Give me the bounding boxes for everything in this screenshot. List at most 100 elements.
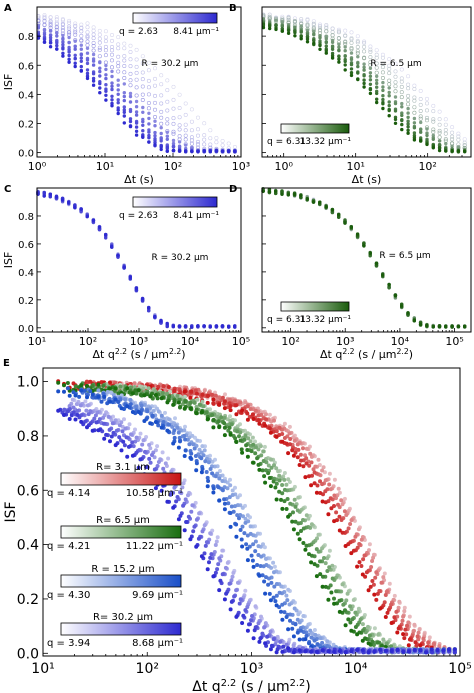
panel-e-point — [356, 606, 361, 611]
panel-e-point — [284, 482, 289, 487]
panel-e-point — [190, 503, 195, 508]
panel-b-point — [375, 74, 379, 79]
panel-b-point — [355, 38, 360, 43]
panel-e-point — [298, 626, 303, 630]
panel-a-point — [116, 42, 121, 47]
panel-b-point — [356, 61, 360, 66]
panel-b-point — [456, 145, 461, 149]
panel-a-point — [134, 129, 139, 133]
panel-e-point — [304, 543, 309, 548]
panel-e-point — [189, 451, 194, 456]
panel-a-point — [208, 136, 213, 141]
panel-b-point — [355, 51, 360, 56]
panel-e-point — [240, 450, 245, 455]
panel-a-point — [85, 51, 90, 55]
panel-e-point — [101, 383, 106, 388]
panel-e-point — [67, 404, 72, 408]
panel-e-point — [284, 642, 289, 647]
panel-e-point — [213, 390, 217, 395]
panel-b-point — [412, 116, 417, 121]
panel-a-point — [134, 133, 139, 137]
panel-e-point — [389, 621, 394, 625]
panel-e-point — [204, 470, 209, 474]
panel-e-point — [222, 485, 227, 490]
panel-b-point — [380, 76, 385, 81]
panel-e-point — [242, 531, 247, 536]
panel-a-point — [183, 112, 188, 117]
panel-d-point — [387, 283, 391, 287]
panel-e-point — [316, 457, 321, 462]
panel-a-point — [110, 87, 114, 92]
panel-e-point — [326, 597, 331, 602]
panel-e-point — [284, 615, 289, 619]
panel-a-point — [85, 43, 90, 48]
panel-a-point — [103, 29, 108, 34]
panel-b-point — [419, 120, 423, 125]
panel-e-point — [288, 618, 292, 623]
panel-a-point — [134, 70, 139, 75]
panel-b-point — [305, 18, 310, 23]
panel-e-point — [155, 444, 160, 449]
panel-b-point — [368, 60, 373, 65]
panel-e-point — [256, 621, 261, 626]
panel-b-point — [268, 26, 272, 31]
panel-e-point — [180, 485, 185, 490]
panel-e-series-2 — [56, 386, 457, 655]
panel-e-point — [371, 643, 376, 647]
panel-e-point — [88, 389, 93, 394]
panel-e-point — [264, 417, 268, 422]
panel-e-point — [245, 513, 250, 518]
panel-d-point — [280, 189, 284, 193]
panel-b-point — [387, 94, 391, 98]
panel-b-point — [299, 37, 303, 41]
panel-e-point — [304, 461, 309, 466]
panel-e-point — [119, 406, 124, 411]
panel-e-point — [277, 590, 282, 595]
panel-e-point — [211, 486, 216, 491]
panel-e-point — [351, 548, 356, 553]
panel-a-point — [42, 32, 47, 37]
panel-e-point — [370, 579, 375, 583]
panel-b-point — [400, 113, 404, 118]
panel-a-point — [202, 142, 207, 147]
panel-e-point — [228, 404, 233, 409]
panel-b-point — [462, 140, 467, 145]
panel-a-point — [171, 106, 176, 111]
panel-e-point — [216, 419, 221, 424]
panel-a-point — [98, 86, 102, 90]
panel-a-point — [73, 53, 77, 57]
panel-e-point — [245, 404, 250, 409]
panel-b-point — [330, 47, 335, 51]
panel-e-point — [134, 435, 139, 440]
panel-e-point — [279, 497, 283, 502]
panel-e-point — [181, 503, 186, 508]
panel-e-point — [253, 408, 258, 413]
panel-b-point — [399, 95, 404, 100]
panel-c-point — [128, 275, 132, 279]
panel-e-point — [312, 470, 317, 475]
panel-e-point — [288, 501, 293, 506]
panel-b-point — [450, 134, 455, 139]
panel-a-point — [48, 23, 53, 28]
panel-a-point — [128, 57, 133, 62]
panel-a-point — [103, 60, 108, 65]
panel-e-point — [74, 402, 79, 407]
panel-a-point — [146, 60, 151, 65]
panel-e-point — [258, 636, 263, 641]
panel-a-point — [220, 143, 225, 148]
panel-a-point — [153, 134, 157, 138]
panel-e-point — [360, 648, 365, 653]
panel-e-point — [320, 482, 325, 487]
panel-a-point — [79, 56, 84, 60]
panel-b-point — [431, 103, 436, 108]
panel-a-point — [165, 99, 170, 104]
panel-e-point — [202, 551, 207, 556]
panel-b-point — [418, 97, 423, 102]
panel-e-point — [188, 395, 193, 400]
panel-e-point — [200, 392, 205, 397]
panel-d-point — [299, 193, 303, 198]
panel-e-point — [416, 637, 421, 642]
panel-e-point — [210, 413, 215, 417]
